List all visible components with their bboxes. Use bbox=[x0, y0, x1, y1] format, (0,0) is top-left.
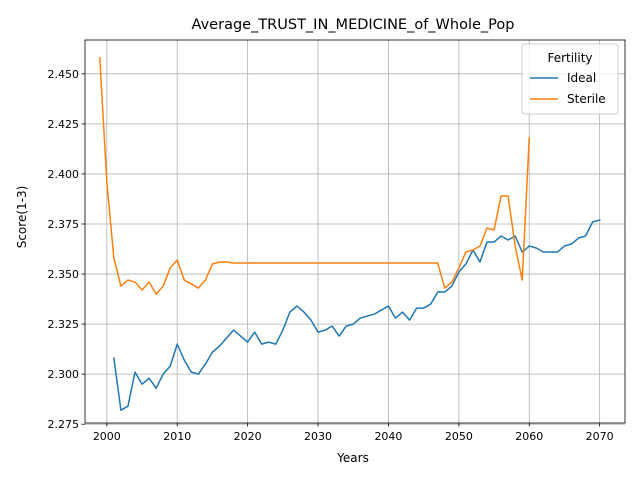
y-tick-label: 2.300 bbox=[48, 368, 80, 381]
y-tick-label: 2.325 bbox=[48, 318, 80, 331]
plot-frame bbox=[84, 39, 626, 424]
y-tick-label: 2.375 bbox=[48, 218, 80, 231]
legend-box bbox=[521, 43, 619, 115]
y-axis-label: Score(1-3) bbox=[15, 186, 29, 249]
legend-label-ideal: Ideal bbox=[567, 71, 596, 85]
legend-label-sterile: Sterile bbox=[567, 92, 606, 106]
chart-title: Average_TRUST_IN_MEDICINE_of_Whole_Pop bbox=[192, 17, 515, 33]
y-tick-label: 2.425 bbox=[48, 118, 80, 131]
series-line-sterile bbox=[98, 57, 531, 295]
x-tick-label: 2020 bbox=[234, 430, 262, 443]
series-lines bbox=[98, 57, 601, 411]
x-tick-label: 2000 bbox=[93, 430, 121, 443]
x-tick-label: 2070 bbox=[586, 430, 614, 443]
x-tick-label: 2040 bbox=[374, 430, 402, 443]
series-line-ideal bbox=[113, 219, 601, 411]
x-tick-label: 2050 bbox=[445, 430, 473, 443]
x-tick-label: 2010 bbox=[163, 430, 191, 443]
x-tick-label: 2030 bbox=[304, 430, 332, 443]
y-tick-label: 2.400 bbox=[48, 168, 80, 181]
y-tick-label: 2.275 bbox=[48, 418, 80, 431]
legend-title: Fertility bbox=[547, 51, 592, 65]
x-axis-label: Years bbox=[336, 451, 369, 465]
legend: Fertility Ideal Sterile bbox=[521, 43, 619, 115]
y-axis-ticks: 2.275 2.300 2.325 2.350 2.375 2.400 2.425 2.450 bbox=[48, 68, 85, 431]
x-tick-label: 2060 bbox=[515, 430, 543, 443]
y-tick-label: 2.350 bbox=[48, 268, 80, 281]
x-axis-ticks: 2000 2010 2020 2030 2040 2050 2060 2070 bbox=[93, 423, 614, 443]
y-tick-label: 2.450 bbox=[48, 68, 80, 81]
